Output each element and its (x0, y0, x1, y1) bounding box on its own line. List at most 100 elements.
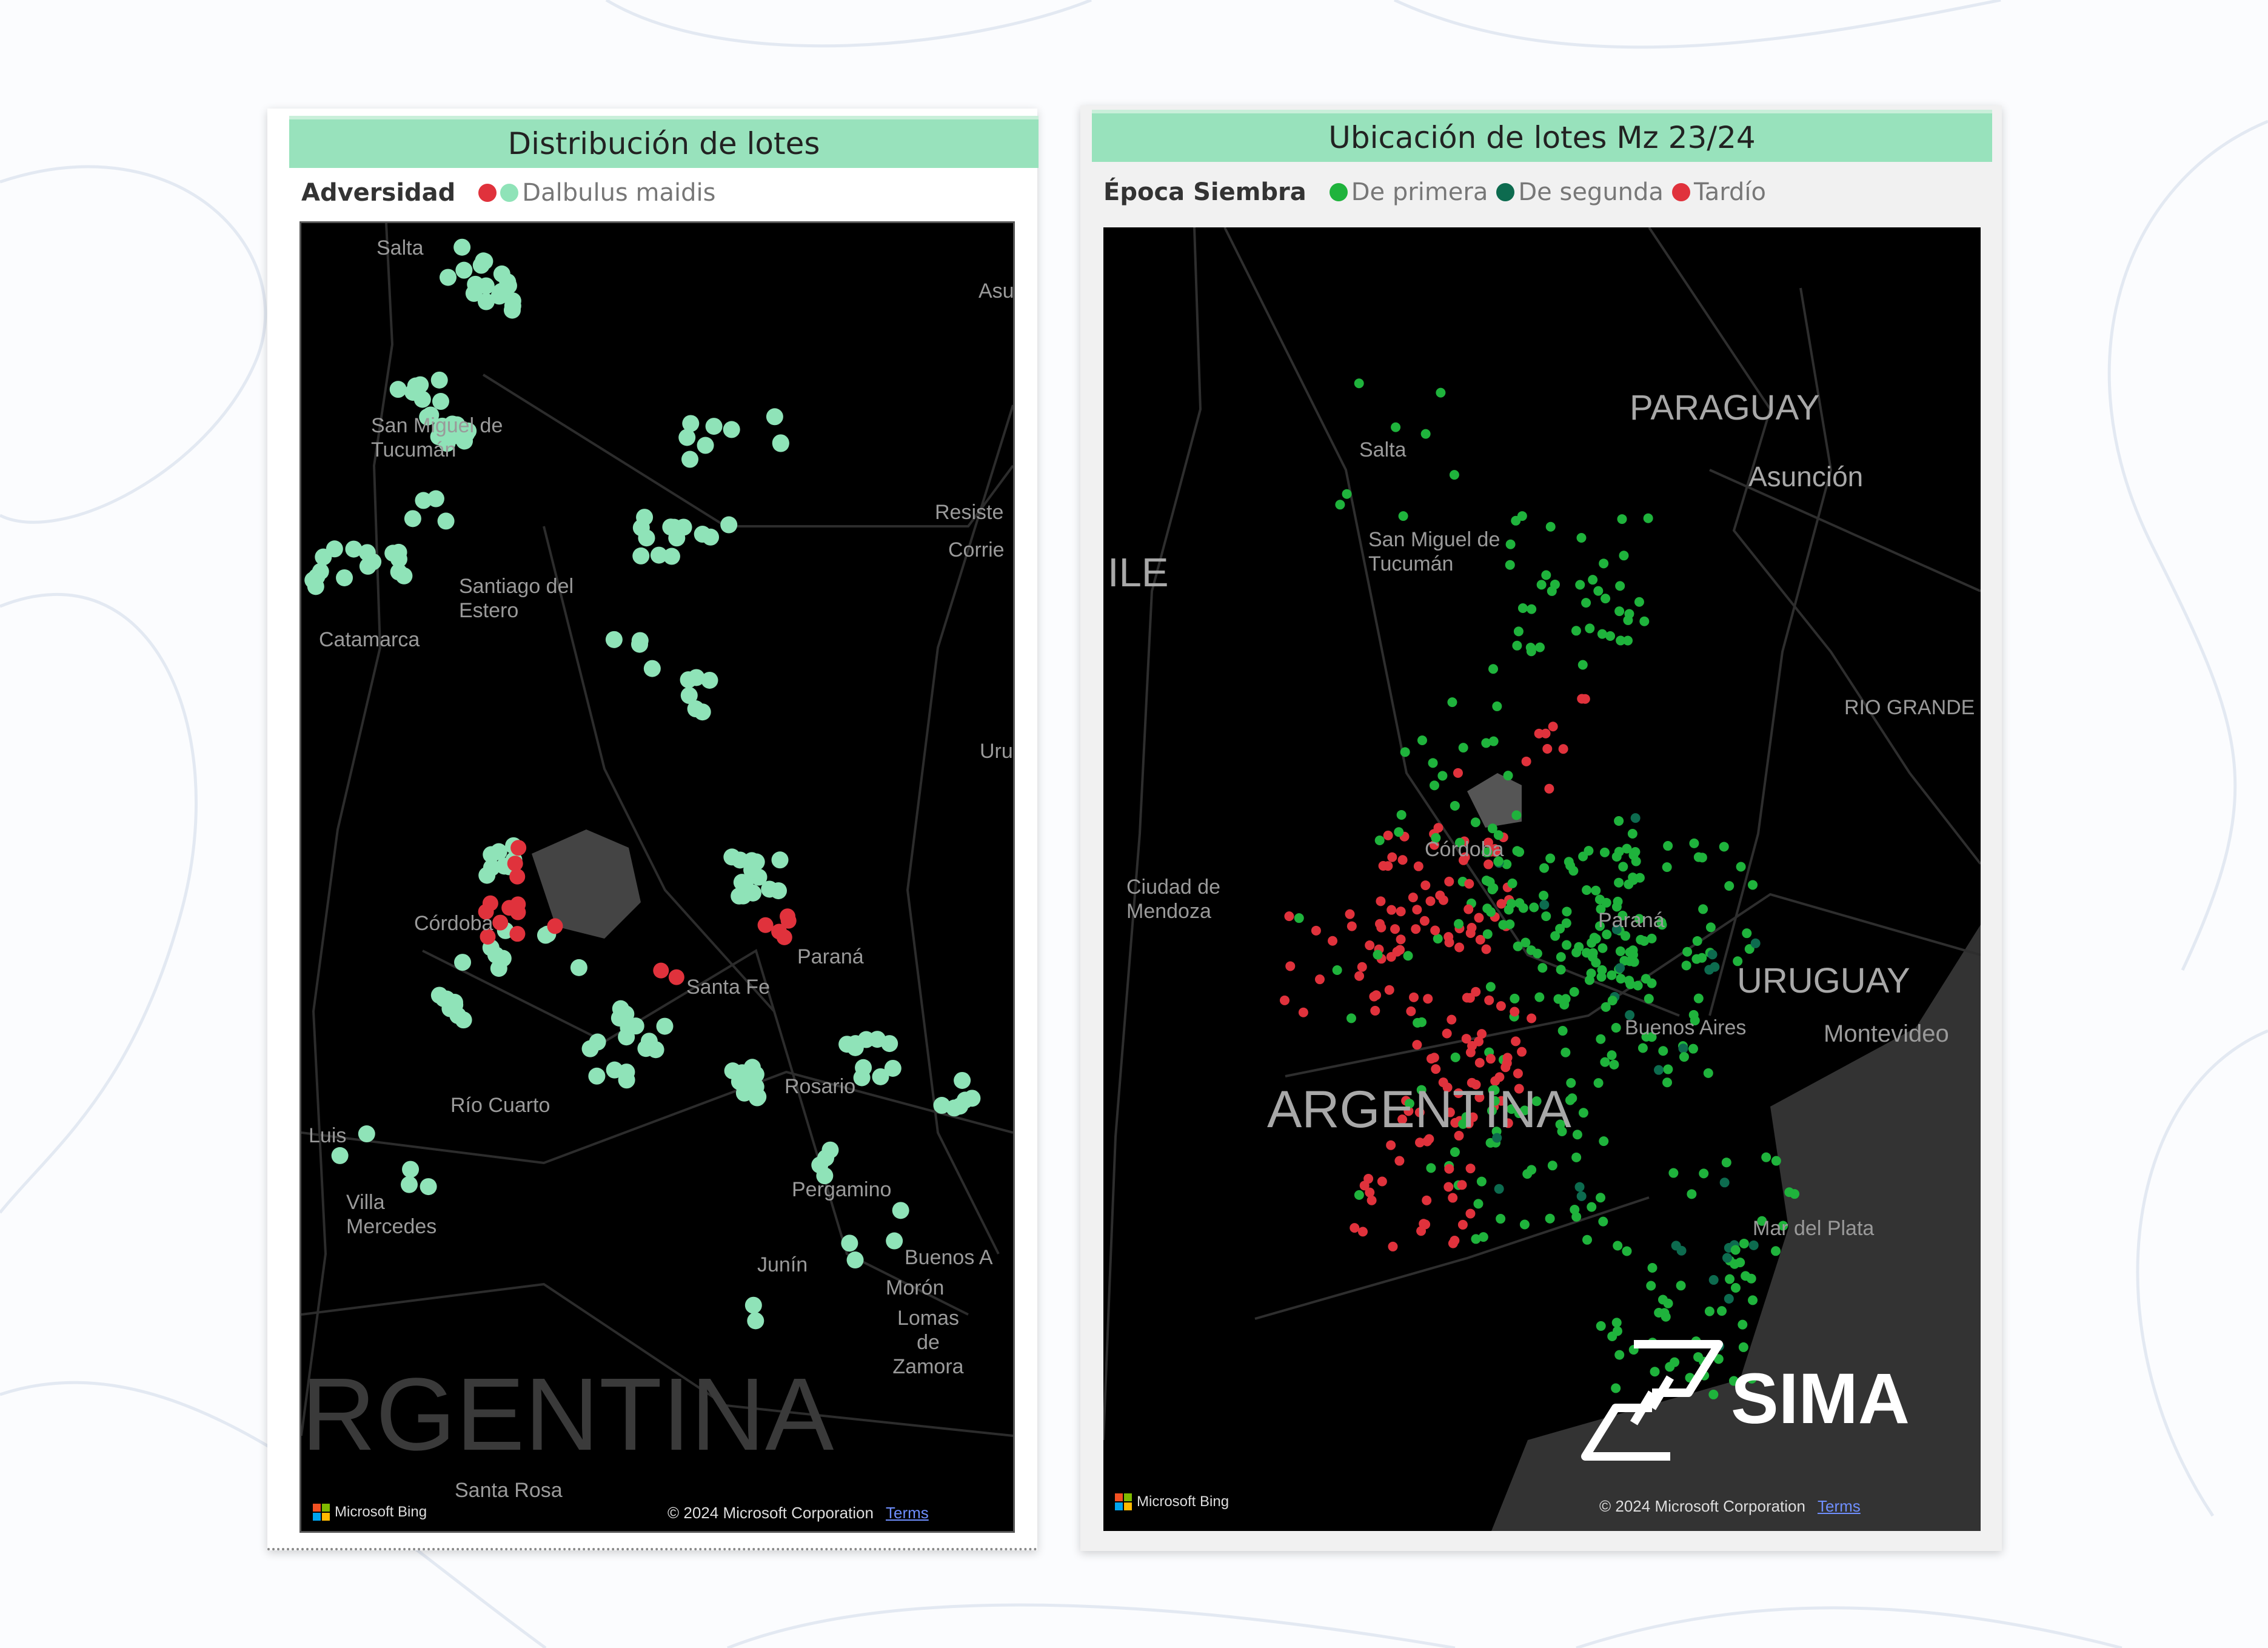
dalbulus-marker[interactable] (723, 421, 740, 438)
lote-marker[interactable] (1517, 603, 1528, 613)
dalbulus-marker[interactable] (954, 1071, 971, 1089)
dalbulus-marker[interactable] (632, 547, 650, 564)
lote-marker[interactable] (1676, 1281, 1686, 1291)
lote-marker[interactable] (1576, 532, 1587, 543)
lote-marker[interactable] (1513, 626, 1524, 637)
lote-marker[interactable] (1517, 1047, 1527, 1057)
lote-marker[interactable] (1771, 1156, 1781, 1166)
lote-marker[interactable] (1628, 875, 1639, 885)
lote-marker[interactable] (1354, 378, 1364, 389)
lote-marker[interactable] (1388, 1241, 1398, 1251)
lote-marker[interactable] (1644, 994, 1654, 1004)
lote-marker[interactable] (1622, 843, 1632, 854)
lote-marker[interactable] (1387, 905, 1397, 915)
lote-marker[interactable] (1454, 837, 1465, 848)
lote-marker[interactable] (1475, 934, 1485, 945)
lote-marker[interactable] (1567, 1093, 1577, 1104)
lote-marker[interactable] (1682, 946, 1693, 957)
lote-marker[interactable] (1514, 898, 1525, 908)
lote-marker[interactable] (1562, 906, 1572, 917)
lote-marker[interactable] (1678, 1043, 1688, 1054)
dalbulus-marker[interactable] (638, 529, 655, 547)
lote-marker[interactable] (1390, 924, 1400, 934)
lote-marker[interactable] (1596, 1193, 1606, 1203)
lote-marker[interactable] (1578, 1108, 1588, 1118)
lote-marker[interactable] (1617, 911, 1628, 921)
lote-marker[interactable] (1598, 1216, 1608, 1227)
lote-marker[interactable] (1631, 856, 1641, 866)
dalbulus-marker[interactable] (483, 846, 500, 863)
dalbulus-marker[interactable] (681, 451, 699, 468)
lote-marker[interactable] (1587, 952, 1597, 962)
lote-marker[interactable] (1693, 852, 1704, 862)
lote-marker[interactable] (1550, 579, 1560, 589)
lote-marker[interactable] (1532, 948, 1542, 959)
dalbulus-marker[interactable] (656, 1017, 674, 1035)
lote-marker[interactable] (1630, 847, 1641, 857)
lote-marker[interactable] (1597, 943, 1608, 953)
lote-marker[interactable] (1529, 902, 1539, 913)
lote-marker[interactable] (1707, 950, 1718, 960)
lote-marker[interactable] (1481, 944, 1491, 954)
lote-marker[interactable] (1545, 853, 1556, 863)
dalbulus-marker[interactable] (364, 553, 382, 571)
dalbulus-marker[interactable] (744, 884, 761, 902)
lote-marker[interactable] (1663, 1064, 1673, 1074)
lote-marker[interactable] (1383, 861, 1393, 871)
lote-marker[interactable] (1374, 836, 1385, 846)
dalbulus-marker[interactable] (680, 687, 698, 705)
lote-marker[interactable] (1708, 1275, 1719, 1285)
lote-marker[interactable] (1438, 1077, 1448, 1088)
lote-marker[interactable] (1531, 1096, 1542, 1107)
lote-marker[interactable] (1641, 1031, 1651, 1042)
lote-marker[interactable] (1458, 743, 1468, 753)
lote-marker[interactable] (1396, 934, 1406, 945)
lote-marker[interactable] (1429, 1053, 1439, 1063)
lote-marker[interactable] (1717, 1306, 1727, 1316)
lote-marker[interactable] (1376, 922, 1387, 933)
dalbulus-marker[interactable] (588, 1067, 606, 1085)
lote-marker[interactable] (1424, 1134, 1434, 1144)
lote-marker[interactable] (1354, 1190, 1364, 1200)
lote-marker[interactable] (1473, 1199, 1484, 1209)
lote-marker[interactable] (1703, 1068, 1713, 1078)
lote-marker[interactable] (1514, 1108, 1524, 1119)
lote-marker[interactable] (1619, 551, 1629, 561)
dalbulus-marker[interactable] (701, 671, 718, 689)
lote-marker[interactable] (1615, 946, 1625, 956)
map-distribution[interactable]: Salta Asu San Miguel de Tucumán Resiste … (299, 221, 1015, 1533)
lote-marker[interactable] (1505, 560, 1515, 570)
lote-marker[interactable] (1738, 1342, 1748, 1352)
dalbulus-marker[interactable] (723, 848, 741, 866)
lote-marker[interactable] (1650, 1367, 1660, 1377)
adversidad-marker[interactable] (507, 856, 523, 872)
lote-marker[interactable] (1761, 1152, 1771, 1162)
lote-marker[interactable] (1585, 623, 1595, 634)
lote-marker[interactable] (1404, 1099, 1414, 1109)
lote-marker[interactable] (1582, 885, 1592, 895)
lote-marker[interactable] (1637, 1043, 1648, 1053)
dalbulus-marker[interactable] (448, 416, 466, 434)
lote-marker[interactable] (1494, 1184, 1504, 1194)
dalbulus-marker[interactable] (821, 1141, 839, 1159)
lote-marker[interactable] (1614, 1350, 1625, 1360)
terms-link[interactable]: Terms (885, 1504, 929, 1522)
dalbulus-marker[interactable] (647, 1041, 664, 1059)
dalbulus-marker[interactable] (430, 371, 448, 389)
lote-marker[interactable] (1417, 735, 1427, 746)
dalbulus-marker[interactable] (345, 540, 363, 558)
lote-marker[interactable] (1719, 842, 1729, 852)
lote-marker[interactable] (1572, 1130, 1582, 1140)
lote-marker[interactable] (1403, 1106, 1414, 1116)
dalbulus-marker[interactable] (420, 1178, 437, 1196)
lote-marker[interactable] (1345, 909, 1355, 919)
lote-marker[interactable] (1280, 995, 1290, 1005)
lote-marker[interactable] (1400, 747, 1410, 757)
lote-marker[interactable] (1386, 1140, 1396, 1150)
lote-marker[interactable] (1601, 594, 1611, 604)
lote-marker[interactable] (1453, 768, 1463, 778)
lote-marker[interactable] (1607, 996, 1617, 1006)
terms-link[interactable]: Terms (1817, 1497, 1861, 1515)
lote-marker[interactable] (1705, 922, 1716, 933)
lote-marker[interactable] (1594, 894, 1605, 905)
